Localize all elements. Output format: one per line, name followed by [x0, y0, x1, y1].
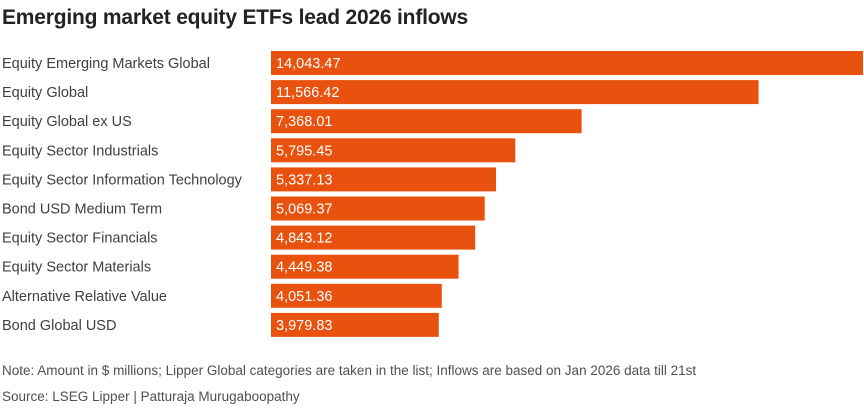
bar [271, 254, 459, 279]
bar [271, 51, 863, 75]
value-label: 4,449.38 [276, 260, 332, 276]
bar [271, 80, 759, 105]
category-label: Alternative Relative Value [2, 289, 167, 305]
value-label: 4,843.12 [276, 231, 332, 247]
category-label: Equity Global ex US [2, 114, 132, 130]
category-label: Equity Sector Financials [2, 231, 158, 247]
category-label: Bond Global USD [2, 318, 116, 334]
bar [271, 283, 442, 308]
value-label: 14,043.47 [276, 56, 341, 72]
value-label: 3,979.83 [276, 318, 332, 334]
value-label: 5,337.13 [276, 172, 332, 188]
bars-layer: Equity Emerging Markets Global 14,043.47 E… [2, 51, 863, 337]
category-label: Bond USD Medium Term [2, 202, 162, 218]
bar [271, 196, 485, 221]
value-label: 11,566.42 [276, 85, 339, 101]
value-label: 7,368.01 [276, 114, 332, 130]
value-label: 5,795.45 [276, 143, 332, 159]
chart-source: Source: LSEG Lipper | Patturaja Murugabo… [2, 389, 300, 404]
value-label: 4,051.36 [276, 289, 332, 305]
category-label: Equity Sector Industrials [2, 143, 158, 159]
bar [271, 167, 496, 192]
bar [271, 138, 516, 163]
category-label: Equity Sector Materials [2, 260, 151, 276]
bar [271, 225, 476, 250]
chart-title: Emerging market equity ETFs lead 2026 in… [2, 6, 468, 29]
category-label: Equity Sector Information Technology [2, 172, 243, 188]
bar [271, 312, 439, 337]
chart-note: Note: Amount in $ millions; Lipper Globa… [2, 363, 697, 378]
category-label: Equity Emerging Markets Global [2, 56, 210, 72]
bar-chart: Equity Emerging Markets Global 14,043.47 E… [2, 51, 863, 337]
bar [271, 109, 582, 134]
value-label: 5,069.37 [276, 202, 332, 218]
category-label: Equity Global [2, 85, 88, 101]
